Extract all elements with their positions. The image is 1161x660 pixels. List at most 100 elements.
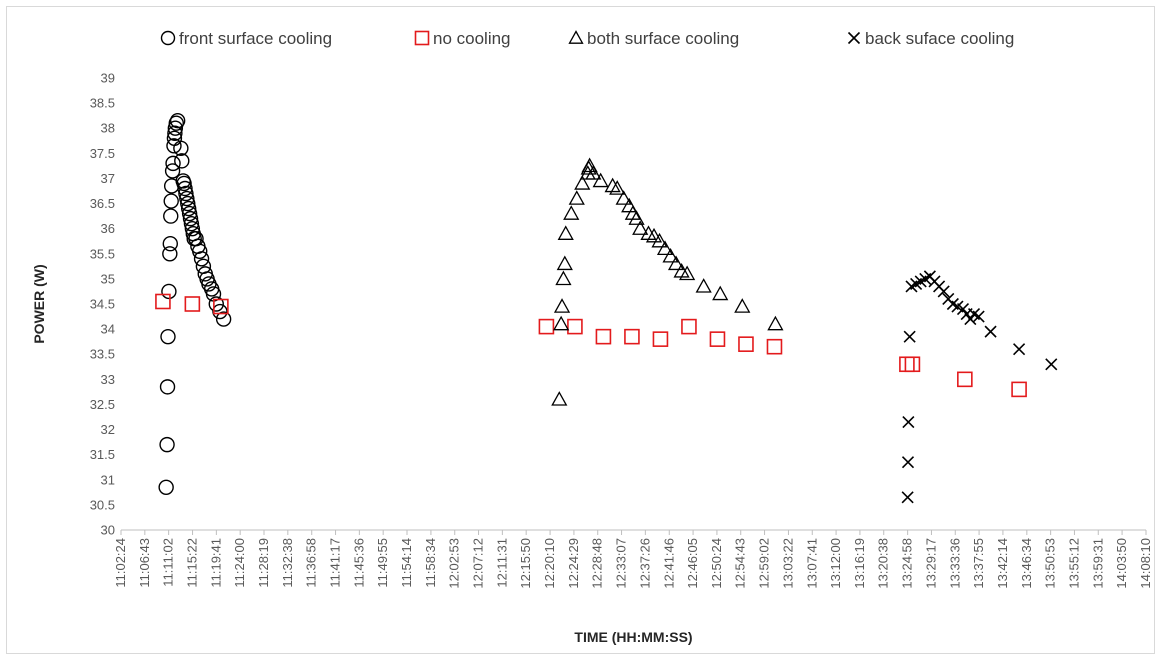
legend-label: no cooling (433, 29, 511, 48)
data-point-x (903, 330, 916, 343)
x-tick-label: 12:11:31 (494, 538, 509, 588)
data-point-circle (167, 125, 183, 141)
data-point-square (899, 356, 915, 373)
series-1 (155, 293, 1027, 398)
x-tick-label: 11:32:38 (280, 538, 295, 588)
data-point-square (709, 331, 726, 347)
x-axis-ticks: 11:02:24 11:06:43 11:11:02 11:15:22 11:19:41… (113, 530, 1153, 589)
x-tick-label: 14:03:50 (1114, 538, 1129, 589)
x-tick-label: 13:20:38 (876, 538, 891, 589)
data-point-square (652, 331, 669, 347)
y-tick-label: 33 (101, 372, 115, 387)
data-point-circle (176, 175, 192, 192)
data-point-triangle (568, 30, 584, 44)
x-tick-label: 14:08:10 (1138, 538, 1153, 589)
data-point-x (972, 310, 985, 323)
series-0 (158, 112, 232, 496)
legend-label: front surface cooling (179, 29, 332, 48)
data-point-triangle (592, 172, 609, 188)
y-tick-label: 37.5 (90, 146, 115, 161)
data-point-square (738, 336, 754, 352)
data-point-x (956, 302, 970, 316)
data-point-square (567, 318, 583, 335)
y-axis-ticks: 30 30.5 31 31.5 32 32.5 33 33.5 34 34.5 35 35.5 36 36… (90, 71, 115, 538)
legend-item: both surface cooling (568, 29, 739, 48)
data-point-square (213, 298, 229, 315)
x-tick-label: 12:46:05 (685, 538, 700, 589)
data-point-circle (168, 115, 184, 131)
x-tick-label: 11:11:02 (161, 538, 176, 587)
data-point-circle (159, 436, 175, 453)
data-point-square (155, 293, 171, 310)
chart-frame (6, 6, 1155, 654)
data-point-circle (165, 155, 181, 172)
data-point-circle (184, 220, 201, 237)
data-point-circle (181, 205, 198, 222)
data-point-circle (177, 180, 193, 197)
data-point-triangle (585, 165, 602, 180)
data-point-square (957, 371, 973, 388)
x-tick-label: 11:41:17 (328, 538, 343, 588)
data-point-circle (173, 140, 189, 157)
data-point-triangle (609, 180, 626, 195)
data-point-triangle (667, 255, 685, 271)
y-tick-label: 35 (101, 271, 115, 286)
y-tick-label: 32.5 (90, 397, 115, 412)
x-tick-label: 13:07:41 (804, 538, 819, 589)
data-point-x (902, 415, 915, 429)
data-point-triangle (712, 285, 729, 301)
data-point-square (414, 30, 430, 46)
series-3 (901, 270, 1058, 504)
data-point-circle (174, 153, 190, 169)
data-point-circle (164, 163, 181, 179)
x-tick-label: 11:28:19 (256, 538, 271, 588)
plot-area (155, 112, 1058, 504)
x-tick-label: 13:55:12 (1066, 538, 1081, 589)
data-point-x (901, 456, 915, 469)
data-point-triangle (557, 225, 574, 240)
x-tick-label: 11:54:14 (399, 538, 414, 588)
x-tick-label: 12:20:10 (542, 538, 557, 589)
x-tick-label: 11:49:55 (375, 538, 390, 588)
data-point-x (964, 313, 977, 326)
data-point-triangle (695, 278, 712, 293)
data-point-triangle (553, 298, 571, 313)
legend: front surface cooling no cooling both surf… (160, 29, 1014, 48)
y-tick-label: 35.5 (90, 246, 115, 261)
x-tick-label: 13:50:53 (1043, 538, 1058, 589)
data-point-circle (169, 112, 186, 129)
x-tick-label: 11:58:34 (423, 538, 438, 588)
data-point-circle (192, 243, 208, 259)
data-point-circle (163, 208, 179, 224)
x-tick-label: 11:02:24 (113, 538, 128, 588)
data-point-square (681, 318, 697, 335)
legend-item: no cooling (414, 29, 511, 48)
x-tick-label: 12:41:46 (661, 538, 676, 589)
data-point-triangle (767, 315, 784, 331)
data-point-square (184, 296, 201, 312)
data-point-triangle (628, 210, 645, 225)
data-point-triangle (621, 197, 638, 213)
x-tick-label: 12:59:02 (757, 538, 772, 589)
x-tick-label: 13:16:19 (852, 538, 867, 589)
x-tick-label: 13:33:36 (947, 538, 962, 589)
y-tick-label: 30.5 (90, 497, 115, 512)
x-tick-label: 13:42:14 (995, 538, 1010, 589)
x-tick-label: 12:50:24 (709, 538, 724, 589)
x-tick-label: 13:29:17 (923, 538, 938, 589)
data-point-triangle (604, 177, 621, 193)
x-tick-label: 11:15:22 (185, 538, 200, 588)
data-point-triangle (734, 298, 751, 313)
x-tick-label: 12:54:43 (733, 538, 748, 589)
data-point-circle (180, 200, 197, 217)
data-point-circle (208, 296, 224, 312)
data-point-circle (166, 138, 182, 154)
data-point-triangle (556, 255, 573, 271)
data-point-triangle (651, 232, 668, 248)
x-tick-label: 11:45:36 (351, 538, 366, 588)
x-tick-label: 12:28:48 (590, 538, 605, 589)
data-point-triangle (662, 247, 679, 263)
x-tick-label: 13:59:31 (1090, 538, 1105, 589)
data-point-circle (182, 210, 199, 227)
y-tick-label: 36.5 (90, 196, 115, 211)
